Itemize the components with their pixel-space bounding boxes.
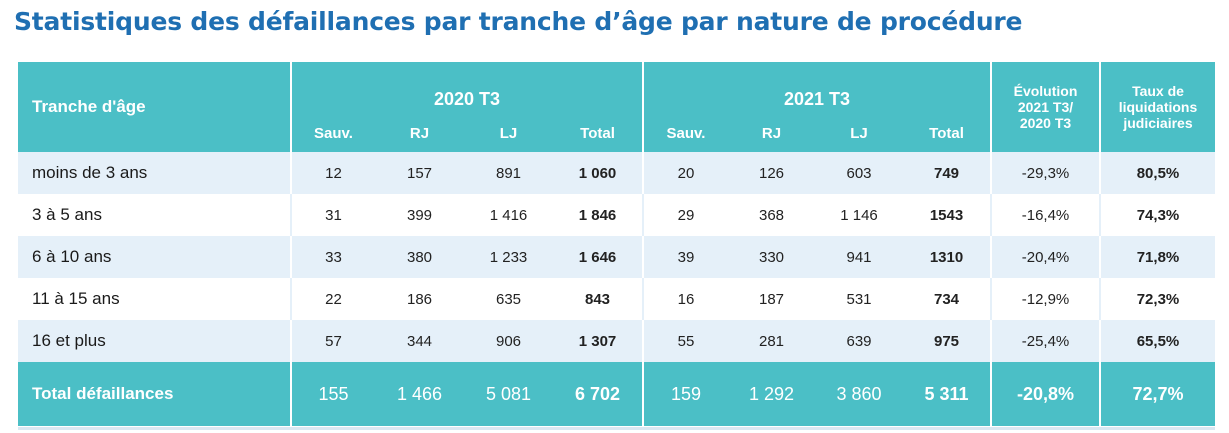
defaillances-table: Tranche d'âge 2020 T3 2021 T3 Évolution …: [18, 62, 1215, 426]
cell-rj-2020: 186: [375, 278, 464, 320]
cell-taux: 65,5%: [1100, 320, 1215, 362]
header-2021-t3: 2021 T3: [643, 62, 992, 114]
header-tranche-age: Tranche d'âge: [18, 62, 292, 152]
cell-evolution: -12,9%: [991, 278, 1101, 320]
header-total-2021: Total: [903, 114, 992, 152]
cell-rj-2020: 157: [375, 152, 464, 194]
header-sauv-2021: Sauv.: [643, 114, 728, 152]
cell-rj-2020: 344: [375, 320, 464, 362]
cell-lj-2020: 1 233: [464, 236, 553, 278]
total-evolution: -20,8%: [991, 362, 1101, 426]
cell-taux: 80,5%: [1100, 152, 1215, 194]
row-label: 3 à 5 ans: [18, 194, 292, 236]
header-taux-liquidations: Taux de liquidations judiciaires: [1100, 62, 1215, 152]
total-total-2021: 5 311: [903, 362, 992, 426]
total-row: Total défaillances 155 1 466 5 081 6 702…: [18, 362, 1215, 426]
header-rj-2020: RJ: [375, 114, 464, 152]
cell-sauv-2021: 20: [643, 152, 728, 194]
cell-lj-2020: 635: [464, 278, 553, 320]
cell-taux: 74,3%: [1100, 194, 1215, 236]
cell-sauv-2020: 33: [291, 236, 375, 278]
row-label: 16 et plus: [18, 320, 292, 362]
table-row: 11 à 15 ans 22 186 635 843 16 187 531 73…: [18, 278, 1215, 320]
cell-total-2021: 1543: [903, 194, 992, 236]
total-label: Total défaillances: [18, 362, 292, 426]
cell-evolution: -20,4%: [991, 236, 1101, 278]
total-taux: 72,7%: [1100, 362, 1215, 426]
cell-rj-2021: 281: [728, 320, 815, 362]
cell-total-2020: 1 646: [553, 236, 644, 278]
cell-sauv-2020: 31: [291, 194, 375, 236]
header-2020-t3: 2020 T3: [291, 62, 644, 114]
cell-rj-2021: 368: [728, 194, 815, 236]
cell-total-2020: 843: [553, 278, 644, 320]
cell-evolution: -16,4%: [991, 194, 1101, 236]
cell-evolution: -25,4%: [991, 320, 1101, 362]
header-lj-2020: LJ: [464, 114, 553, 152]
header-evolution: Évolution 2021 T3/ 2020 T3: [991, 62, 1101, 152]
total-rj-2020: 1 466: [375, 362, 464, 426]
cell-total-2021: 1310: [903, 236, 992, 278]
cell-total-2020: 1 060: [553, 152, 644, 194]
cell-sauv-2021: 16: [643, 278, 728, 320]
cell-lj-2021: 639: [815, 320, 903, 362]
header-sauv-2020: Sauv.: [291, 114, 375, 152]
total-rj-2021: 1 292: [728, 362, 815, 426]
table-row: moins de 3 ans 12 157 891 1 060 20 126 6…: [18, 152, 1215, 194]
cell-taux: 72,3%: [1100, 278, 1215, 320]
total-sauv-2021: 159: [643, 362, 728, 426]
row-label: 11 à 15 ans: [18, 278, 292, 320]
total-total-2020: 6 702: [553, 362, 644, 426]
cell-total-2021: 975: [903, 320, 992, 362]
cell-rj-2021: 187: [728, 278, 815, 320]
cell-total-2020: 1 307: [553, 320, 644, 362]
row-label: 6 à 10 ans: [18, 236, 292, 278]
header-total-2020: Total: [553, 114, 644, 152]
total-lj-2020: 5 081: [464, 362, 553, 426]
cell-taux: 71,8%: [1100, 236, 1215, 278]
table-row: 3 à 5 ans 31 399 1 416 1 846 29 368 1 14…: [18, 194, 1215, 236]
page-title: Statistiques des défaillances par tranch…: [14, 7, 1023, 36]
cell-sauv-2020: 57: [291, 320, 375, 362]
header-rj-2021: RJ: [728, 114, 815, 152]
table-bottom-border: [18, 427, 1215, 430]
cell-lj-2021: 1 146: [815, 194, 903, 236]
total-lj-2021: 3 860: [815, 362, 903, 426]
cell-evolution: -29,3%: [991, 152, 1101, 194]
cell-total-2021: 734: [903, 278, 992, 320]
cell-sauv-2021: 29: [643, 194, 728, 236]
cell-lj-2020: 1 416: [464, 194, 553, 236]
total-sauv-2020: 155: [291, 362, 375, 426]
cell-total-2021: 749: [903, 152, 992, 194]
cell-lj-2021: 531: [815, 278, 903, 320]
cell-lj-2020: 906: [464, 320, 553, 362]
cell-rj-2021: 330: [728, 236, 815, 278]
cell-rj-2021: 126: [728, 152, 815, 194]
cell-rj-2020: 399: [375, 194, 464, 236]
cell-lj-2020: 891: [464, 152, 553, 194]
table-row: 16 et plus 57 344 906 1 307 55 281 639 9…: [18, 320, 1215, 362]
cell-sauv-2020: 22: [291, 278, 375, 320]
cell-sauv-2020: 12: [291, 152, 375, 194]
cell-lj-2021: 941: [815, 236, 903, 278]
header-lj-2021: LJ: [815, 114, 903, 152]
cell-lj-2021: 603: [815, 152, 903, 194]
cell-sauv-2021: 39: [643, 236, 728, 278]
row-label: moins de 3 ans: [18, 152, 292, 194]
table-row: 6 à 10 ans 33 380 1 233 1 646 39 330 941…: [18, 236, 1215, 278]
cell-total-2020: 1 846: [553, 194, 644, 236]
cell-sauv-2021: 55: [643, 320, 728, 362]
cell-rj-2020: 380: [375, 236, 464, 278]
